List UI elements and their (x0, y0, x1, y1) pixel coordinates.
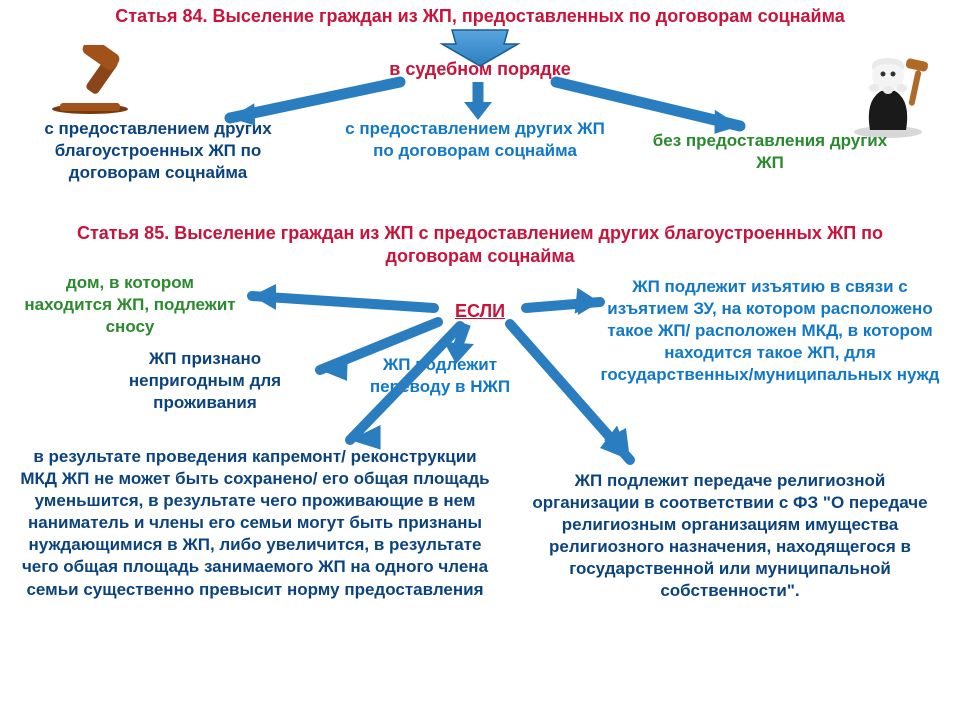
branch-with-comfortable: с предоставлением других благоустроенных… (28, 118, 288, 184)
branch-without: без предоставления других ЖП (640, 130, 900, 174)
case-transfer: ЖП подлежит переводу в НЖП (350, 354, 530, 398)
case-religious: ЖП подлежит передаче религиозной организ… (520, 470, 940, 603)
gavel-icon (40, 45, 140, 115)
judicial-order-node: в судебном порядке (340, 58, 620, 81)
case-unfit: ЖП признано непригодным для проживания (90, 348, 320, 414)
case-reconstruction: в результате проведения капремонт/ рекон… (20, 446, 490, 601)
judge-icon (840, 40, 940, 140)
title-article-84: Статья 84. Выселение граждан из ЖП, пред… (80, 6, 880, 27)
if-label: ЕСЛИ (430, 300, 530, 323)
title-article-85: Статья 85. Выселение граждан из ЖП с пре… (40, 222, 920, 267)
case-demolition: дом, в котором находится ЖП, подлежит сн… (20, 272, 240, 338)
case-seizure: ЖП подлежит изъятию в связи с изъятием З… (590, 276, 950, 386)
branch-with-other: с предоставлением других ЖП по договорам… (340, 118, 610, 162)
